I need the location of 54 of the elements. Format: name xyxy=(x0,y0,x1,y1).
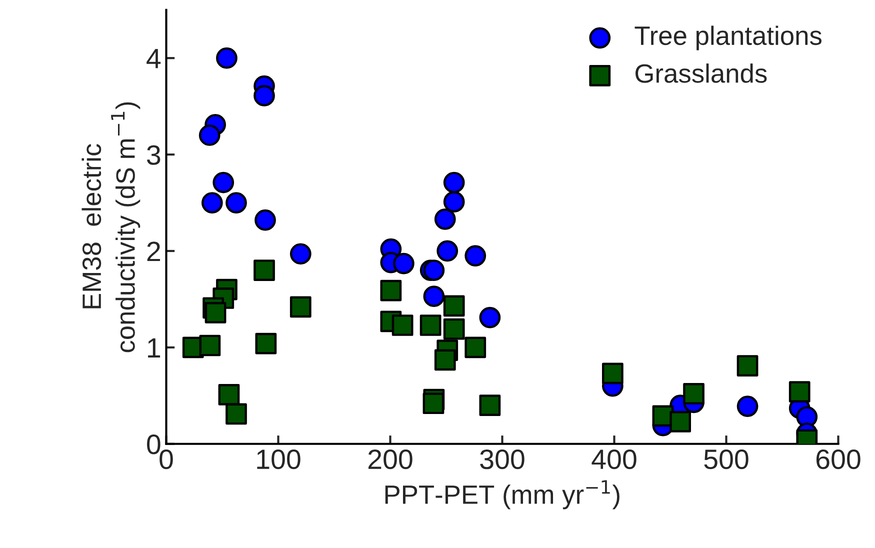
point xyxy=(254,85,275,106)
point xyxy=(736,355,758,376)
point xyxy=(199,334,221,356)
y-tick-label: 2 xyxy=(147,242,160,262)
point xyxy=(479,394,501,416)
point xyxy=(423,286,445,307)
point xyxy=(255,332,277,354)
point xyxy=(736,396,758,417)
x-tick-label: 300 xyxy=(480,449,524,470)
point xyxy=(423,260,445,281)
point xyxy=(443,191,465,212)
point xyxy=(212,172,234,194)
point xyxy=(380,280,402,302)
x-tick-label: 600 xyxy=(816,449,860,470)
point xyxy=(218,384,240,406)
point xyxy=(434,349,456,371)
x-axis-title: PPT-PET (mm yr$^{−1}$) xyxy=(385,480,620,510)
point xyxy=(226,192,247,214)
point xyxy=(204,302,226,324)
point xyxy=(602,362,624,384)
point xyxy=(422,392,444,414)
point xyxy=(216,47,238,69)
point xyxy=(464,336,486,358)
point xyxy=(393,252,414,274)
point xyxy=(443,318,465,340)
point xyxy=(683,383,704,404)
point xyxy=(788,381,810,402)
x-tick-label: 500 xyxy=(704,449,748,470)
point xyxy=(290,243,312,265)
point xyxy=(670,411,692,432)
point xyxy=(443,295,465,317)
y-tick-label: 0 xyxy=(147,434,160,454)
point xyxy=(226,403,247,425)
point xyxy=(436,240,458,262)
point xyxy=(254,209,276,231)
point xyxy=(198,124,220,146)
y-tick-label: 4 xyxy=(146,49,161,68)
point xyxy=(479,306,501,328)
legend-label: Tree plantations xyxy=(634,26,822,50)
point xyxy=(434,208,456,230)
y-tick-label: 1 xyxy=(148,338,160,358)
point xyxy=(443,172,465,194)
point xyxy=(420,314,442,336)
x-tick-label: 400 xyxy=(592,449,636,470)
point xyxy=(290,296,312,318)
y-axis-title: EM38 electric conductivity (dS m$^{−1}$) xyxy=(82,102,140,352)
y-tick-label: 3 xyxy=(147,145,160,165)
point xyxy=(201,192,223,214)
x-tick-label: 200 xyxy=(368,449,412,470)
point xyxy=(392,314,414,336)
point xyxy=(254,260,275,281)
x-tick-label: 100 xyxy=(257,449,300,470)
legend-label: Grasslands xyxy=(636,63,767,83)
point xyxy=(464,245,486,266)
